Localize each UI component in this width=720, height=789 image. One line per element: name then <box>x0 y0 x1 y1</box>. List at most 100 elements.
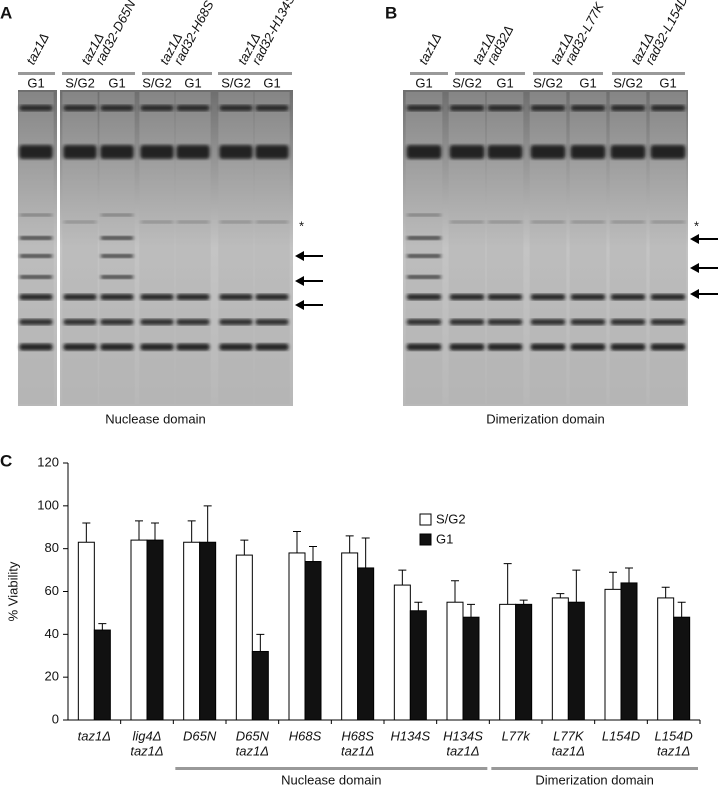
gel-lane <box>609 92 647 404</box>
gel-band <box>487 343 523 351</box>
y-axis-title: % Viability <box>5 561 20 621</box>
group-label: rad32-H134S <box>248 0 298 67</box>
gel-band <box>140 343 174 351</box>
y-tick-label: 0 <box>52 711 59 726</box>
annotation: * <box>694 218 699 233</box>
gel-band <box>530 220 566 224</box>
error-bar <box>625 567 633 583</box>
gel-band <box>19 254 53 258</box>
gel-band <box>530 319 566 325</box>
gel-band <box>610 105 646 111</box>
legend-label: S/G2 <box>436 511 466 526</box>
bar <box>567 601 585 721</box>
bar <box>146 539 164 721</box>
arrow-head <box>295 276 304 286</box>
gel-band <box>650 319 686 325</box>
group-bar <box>533 72 603 75</box>
bar <box>341 552 359 721</box>
gel-lane <box>486 92 524 404</box>
gel-lane <box>649 92 687 404</box>
bar <box>551 597 569 721</box>
gel-lane <box>139 92 175 404</box>
gel-band <box>406 294 442 300</box>
gel-band <box>63 220 97 224</box>
gel-band <box>570 319 606 325</box>
gel-band <box>650 294 686 300</box>
lane-label: G1 <box>415 75 432 90</box>
gel-band <box>449 294 485 300</box>
y-tick-label: 100 <box>37 497 59 512</box>
gel-band <box>176 145 210 159</box>
gel-band <box>100 145 134 159</box>
gel-band <box>19 105 53 111</box>
error-bar <box>135 520 143 541</box>
bar <box>515 603 533 721</box>
gel-band <box>406 105 442 111</box>
gel-band <box>406 319 442 325</box>
arrow-head <box>690 263 699 273</box>
group-bar <box>410 72 448 75</box>
lane-label: S/G2 <box>142 75 172 90</box>
error-bar <box>309 546 317 562</box>
gel-band <box>100 319 134 325</box>
gel-band <box>19 343 53 351</box>
error-bar <box>467 603 475 618</box>
gel-band <box>19 145 53 159</box>
gel-band <box>63 319 97 325</box>
error-bar <box>345 535 354 553</box>
error-bar <box>256 633 265 652</box>
x-tick-label: L77K <box>553 728 585 743</box>
gel-band <box>140 294 174 300</box>
gel-band <box>100 275 134 279</box>
lane-label: G1 <box>496 75 513 90</box>
error-bar <box>151 522 159 541</box>
gel-lane <box>405 92 443 404</box>
bar <box>199 541 217 721</box>
lane-label: S/G2 <box>65 75 95 90</box>
gel-band <box>19 294 53 300</box>
group-bar <box>455 72 525 75</box>
x-tick-label: D65N <box>236 728 270 743</box>
gel-band <box>570 105 606 111</box>
gel-band <box>100 343 134 351</box>
gel-band <box>610 294 646 300</box>
gel-lane <box>99 92 135 404</box>
bar <box>604 588 622 721</box>
bar <box>304 561 322 721</box>
bar <box>499 603 517 721</box>
gel-band <box>530 105 566 111</box>
x-tick-label: D65N <box>183 728 217 743</box>
gel-band <box>255 319 289 325</box>
gel-band <box>100 294 134 300</box>
x-tick-label: taz1Δ <box>552 743 585 758</box>
gel-caption: Dimerization domain <box>486 411 605 426</box>
error-bar <box>203 505 212 543</box>
gel-lane <box>569 92 607 404</box>
error-bar <box>187 520 196 543</box>
gel-band <box>219 145 253 159</box>
group-bar <box>62 72 135 75</box>
gel-band <box>449 220 485 224</box>
gel-band <box>219 220 253 224</box>
error-bar <box>98 623 107 631</box>
x-tick-label: H68S <box>341 728 374 743</box>
gel-band <box>176 294 210 300</box>
bar <box>288 552 306 721</box>
lane-label: S/G2 <box>533 75 563 90</box>
gel-band <box>406 275 442 279</box>
error-bar <box>677 601 686 618</box>
gel-band <box>255 145 289 159</box>
gel-band <box>487 105 523 111</box>
panel-letter: B <box>385 3 397 22</box>
gel-band <box>487 145 523 159</box>
group-bar <box>142 72 212 75</box>
gel-image <box>403 90 688 406</box>
gel-band <box>219 343 253 351</box>
y-tick-label: 80 <box>45 540 59 555</box>
gel-band <box>140 105 174 111</box>
x-tick-label: L154D <box>655 728 693 743</box>
gel-band <box>449 145 485 159</box>
gel-band <box>19 236 53 240</box>
y-tick-label: 20 <box>45 669 59 684</box>
